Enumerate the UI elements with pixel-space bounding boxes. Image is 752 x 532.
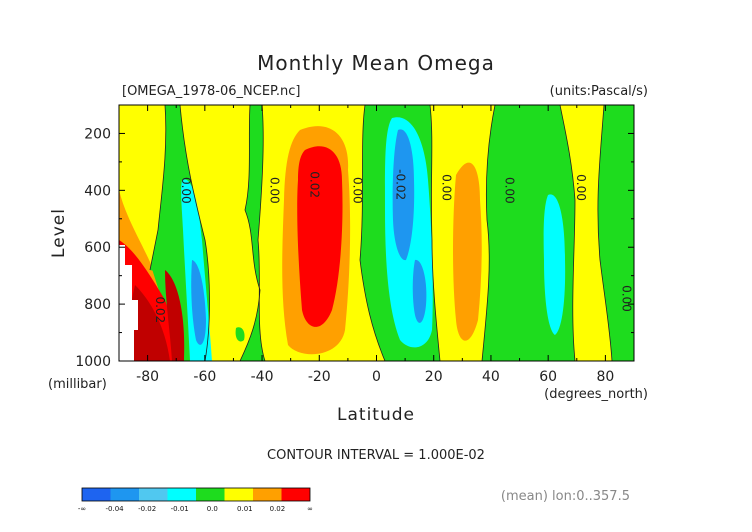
y-axis-ticks: 200 400 600 800 1000 — [75, 104, 634, 370]
colorbar-tick-label: 0.02 — [270, 505, 286, 513]
chart-title: Monthly Mean Omega — [257, 51, 495, 75]
contour-label: -0.02 — [394, 169, 408, 200]
contour-label: 0.00 — [179, 177, 193, 204]
blue-cell-ITCZ — [392, 129, 415, 261]
colorbar-swatch — [281, 488, 310, 501]
y-tick-label: 400 — [84, 183, 111, 199]
contour-label: 0.02 — [308, 171, 322, 198]
colorbar-swatch — [82, 488, 111, 501]
x-tick-label: 0 — [372, 369, 381, 385]
footnote-mean-lon: (mean) lon:0..357.5 — [501, 489, 630, 504]
cyan-cell-60N — [543, 194, 566, 335]
colorbar-tick-label: 0.0 — [207, 505, 218, 513]
x-tick-label: 80 — [596, 369, 614, 385]
y-tick-label: 800 — [84, 297, 111, 313]
y-axis-unit-label: (millibar) — [48, 377, 107, 392]
colorbar: -∞ -0.04 -0.02 -0.01 0.0 0.01 0.02 ∞ — [78, 487, 313, 513]
colorbar-swatch — [139, 488, 168, 501]
contour-label: 0.00 — [574, 174, 588, 201]
orange-cell-30N — [453, 162, 482, 341]
colorbar-tick-label: 0.01 — [237, 505, 253, 513]
colorbar-swatch — [224, 488, 253, 501]
colorbar-tick-label: -0.04 — [106, 505, 125, 513]
blue-cell-ITCZ-low — [412, 259, 427, 323]
x-tick-label: 20 — [425, 369, 443, 385]
dark-red-core-2 — [165, 270, 185, 361]
red-cell-20S — [297, 146, 343, 327]
colorbar-swatch — [253, 488, 282, 501]
y-axis-title: Level — [49, 208, 69, 258]
x-tick-label: -40 — [251, 369, 274, 385]
colorbar-tick-label: -∞ — [78, 505, 86, 513]
colorbar-tick-label: -0.02 — [138, 505, 156, 513]
colorbar-swatch — [196, 488, 225, 501]
y-tick-label: 1000 — [75, 354, 111, 370]
contour-interval-text: CONTOUR INTERVAL = 1.000E-02 — [267, 448, 485, 463]
contour-plot-area — [119, 105, 634, 361]
units-label: (units:Pascal/s) — [550, 84, 648, 99]
colorbar-frame — [81, 487, 311, 502]
colorbar-tick-label: -0.01 — [171, 505, 189, 513]
green-pocket — [150, 262, 158, 272]
x-axis-ticks: -80 -60 -40 -20 0 20 40 60 80 — [118, 105, 635, 385]
green-pocket-2 — [235, 327, 245, 342]
yellow-band-1 — [180, 105, 260, 361]
blue-cell-60S — [191, 260, 206, 345]
contour-label: 0.00 — [502, 177, 516, 204]
y-tick-label: 600 — [84, 240, 111, 256]
x-tick-label: 40 — [482, 369, 500, 385]
y-tick-label: 200 — [84, 126, 111, 142]
x-axis-unit-label: (degrees_north) — [544, 387, 648, 402]
colorbar-swatch — [110, 488, 139, 501]
x-tick-label: -80 — [136, 369, 159, 385]
contour-label: 0.00 — [620, 285, 634, 312]
contour-labels: 0.00 0.00 0.02 0.00 -0.02 0.00 0.00 0.00 0.00 0.0… — [153, 169, 633, 323]
colorbar-tick-label: ∞ — [307, 505, 313, 513]
x-tick-label: -20 — [308, 369, 331, 385]
x-tick-label: 60 — [539, 369, 557, 385]
white-missing-region — [119, 245, 138, 361]
zero-contour-lines — [149, 105, 613, 361]
x-axis-title: Latitude — [337, 405, 415, 425]
colorbar-swatch — [167, 488, 196, 501]
contour-label: 0.02 — [153, 296, 167, 323]
contour-label: 0.00 — [351, 177, 365, 204]
x-tick-label: -60 — [193, 369, 216, 385]
file-label: [OMEGA_1978-06_NCEP.nc] — [122, 84, 300, 99]
contour-label: 0.00 — [268, 177, 282, 204]
contour-label: 0.00 — [439, 174, 453, 201]
